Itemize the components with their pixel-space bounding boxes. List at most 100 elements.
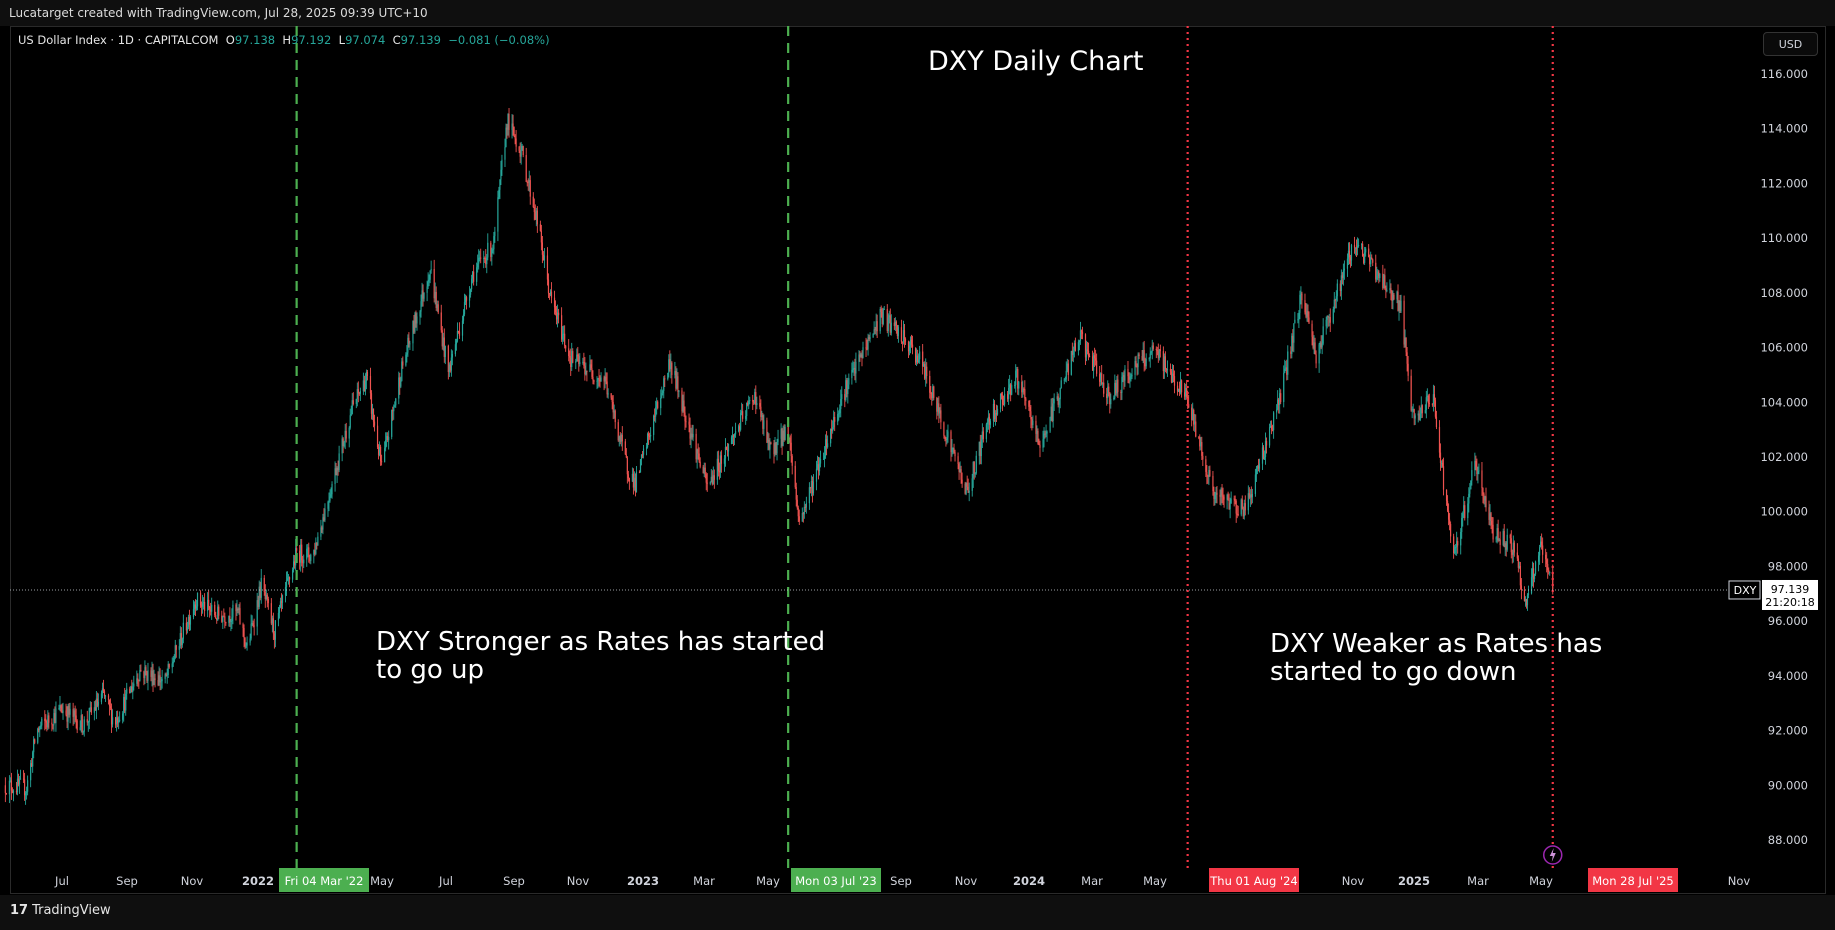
candle-body — [1519, 565, 1521, 586]
candle-body — [985, 424, 987, 439]
candle-body — [4, 785, 6, 794]
candle-body — [827, 443, 829, 448]
candle-body — [1315, 354, 1317, 364]
candle-body — [802, 513, 804, 515]
candle-body — [493, 236, 495, 250]
candle-body — [1178, 388, 1181, 393]
candle-body — [1059, 388, 1061, 400]
candle-body — [307, 547, 309, 549]
candle-body — [992, 403, 995, 422]
candle-body — [1353, 245, 1356, 248]
candle-body — [1072, 350, 1074, 355]
candle-body — [1261, 447, 1264, 464]
candle-body — [726, 449, 729, 452]
candle-body — [1166, 368, 1169, 371]
candle-body — [385, 440, 387, 449]
candle-body — [416, 316, 418, 324]
candle-body — [1152, 345, 1154, 349]
candle-body — [1483, 493, 1485, 501]
candle-body — [650, 434, 652, 437]
candle-body — [662, 390, 664, 394]
candle-body — [697, 449, 699, 454]
candle-body — [1379, 273, 1381, 278]
candle-body — [394, 405, 396, 407]
candle-body — [1506, 534, 1508, 550]
candle-body — [1100, 373, 1102, 382]
low-label: L — [338, 33, 346, 47]
candle-body — [1122, 375, 1124, 377]
candle-body — [1549, 571, 1551, 573]
candle-body — [1071, 350, 1073, 355]
candle-body — [1318, 344, 1320, 364]
candle-body — [604, 376, 606, 382]
candle-body — [767, 439, 769, 443]
candle-body — [1042, 439, 1044, 448]
candle-body — [999, 393, 1002, 409]
candle-body — [858, 354, 860, 362]
candle-body — [199, 592, 202, 606]
candle-body — [1300, 293, 1302, 295]
candle-body — [692, 433, 694, 438]
candle-body — [263, 577, 265, 592]
candle-body — [1172, 373, 1175, 377]
credit-text: Lucatarget created with TradingView.com,… — [9, 6, 428, 20]
chart-area[interactable] — [10, 26, 1826, 894]
symbol-legend[interactable]: US Dollar Index · 1D · CAPITALCOM O97.13… — [18, 33, 550, 47]
candle-body — [5, 793, 7, 795]
candle-body — [854, 368, 856, 374]
candle-body — [215, 615, 217, 619]
candle-body — [872, 333, 874, 338]
x-tick-label: Nov — [955, 874, 978, 888]
candle-body — [883, 309, 885, 311]
candle-body — [1389, 288, 1391, 291]
candle-body — [791, 456, 793, 466]
candle-body — [32, 752, 34, 767]
tradingview-logo[interactable]: 17 TradingView — [10, 903, 111, 918]
candle-body — [769, 442, 771, 450]
candle-body — [543, 255, 546, 261]
candle-body — [90, 707, 92, 713]
candle-body — [1070, 350, 1072, 375]
candle-body — [337, 467, 339, 471]
candle-body — [115, 717, 117, 725]
candle-body — [664, 378, 666, 380]
candle-body — [1141, 356, 1143, 361]
x-tick-label: Fri 04 Mar '22 — [285, 874, 364, 888]
candle-body — [436, 304, 438, 308]
candle-body — [278, 607, 281, 614]
candle-body — [1150, 351, 1152, 354]
candle-body — [95, 698, 97, 711]
candle-body — [388, 436, 390, 441]
candle-body — [817, 464, 820, 472]
candle-body — [395, 398, 397, 406]
candle-body — [981, 431, 983, 440]
candle-body — [1496, 528, 1498, 538]
candle-body — [116, 717, 118, 725]
candle-body — [429, 270, 431, 280]
candle-body — [270, 603, 272, 624]
candle-body — [520, 149, 522, 157]
y-tick-label: 108.000 — [1760, 286, 1808, 300]
candle-body — [103, 691, 106, 697]
candle-body — [1108, 386, 1110, 393]
candle-body — [1117, 379, 1119, 392]
candle-body — [412, 320, 414, 344]
candle-body — [1546, 559, 1548, 565]
candle-body — [1014, 384, 1016, 386]
candle-body — [968, 490, 970, 493]
currency-button[interactable]: USD — [1763, 32, 1818, 56]
candle-body — [536, 210, 538, 225]
candle-body — [930, 392, 932, 394]
candle-body — [259, 586, 261, 598]
symbol-name[interactable]: US Dollar Index · 1D · CAPITALCOM — [18, 33, 219, 47]
candle-body — [27, 780, 29, 792]
candle-body — [1276, 409, 1278, 413]
candle-body — [88, 707, 90, 722]
candle-body — [178, 646, 180, 650]
candle-body — [946, 437, 948, 440]
candle-body — [1364, 252, 1366, 263]
candle-body — [1192, 409, 1194, 421]
candle-body — [284, 586, 287, 596]
candle-body — [1087, 350, 1090, 357]
